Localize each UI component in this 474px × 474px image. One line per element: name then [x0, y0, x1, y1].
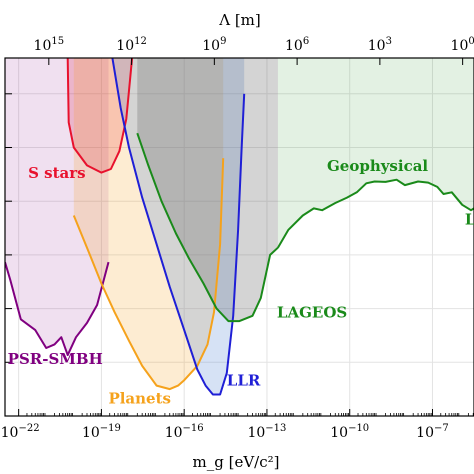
x-tick-label: 10−13	[247, 423, 286, 441]
curve-s-stars	[66, 58, 134, 174]
curve-llr	[111, 58, 246, 396]
region-fill-psr-smbh	[5, 58, 109, 356]
top-tick-label: 100	[451, 36, 474, 54]
region-label: La	[465, 210, 474, 228]
top-tick-label: 109	[202, 36, 226, 54]
x-tick-label: 10−10	[330, 423, 369, 441]
region-fill-geophysical	[277, 58, 474, 248]
bound-curves	[5, 58, 474, 396]
region-labels: S stars PSR-SMBH Planets LLR LAGEOS Geophysic…	[8, 157, 474, 408]
region-label: LAGEOS	[277, 304, 347, 322]
region-label: Planets	[108, 389, 171, 407]
curve-psr-smbh	[5, 261, 110, 357]
top-tick-label: 103	[368, 36, 392, 54]
top-tick-label: 1015	[34, 36, 65, 54]
top-tick-label: 106	[285, 36, 309, 54]
region-fill-planets	[73, 58, 224, 390]
curve-geophysical	[277, 178, 474, 249]
top-axis-title: Λ [m]	[218, 11, 261, 29]
region-label: S stars	[28, 164, 86, 182]
top-tick-label: 1012	[116, 36, 147, 54]
axes: 10−22 10−19 10−16 10−13 10−10 10−7 1015 1012 109…	[1, 36, 474, 441]
region-label: PSR-SMBH	[8, 350, 103, 368]
bottom-axis-title: m_g [eV/c²]	[193, 453, 280, 471]
curve-lageos	[136, 132, 279, 323]
x-tick-label: 10−19	[82, 423, 121, 441]
region-fill-llr	[112, 58, 245, 395]
x-tick-label: 10−16	[165, 423, 204, 441]
curve-planets	[72, 158, 225, 391]
x-tick-label: 10−7	[416, 423, 449, 441]
region-fill-s-stars	[67, 58, 133, 173]
x-tick-label: 10−22	[1, 423, 40, 441]
region-label: LLR	[227, 372, 261, 390]
region-label: Geophysical	[327, 157, 428, 175]
plot-frame	[4, 57, 474, 417]
